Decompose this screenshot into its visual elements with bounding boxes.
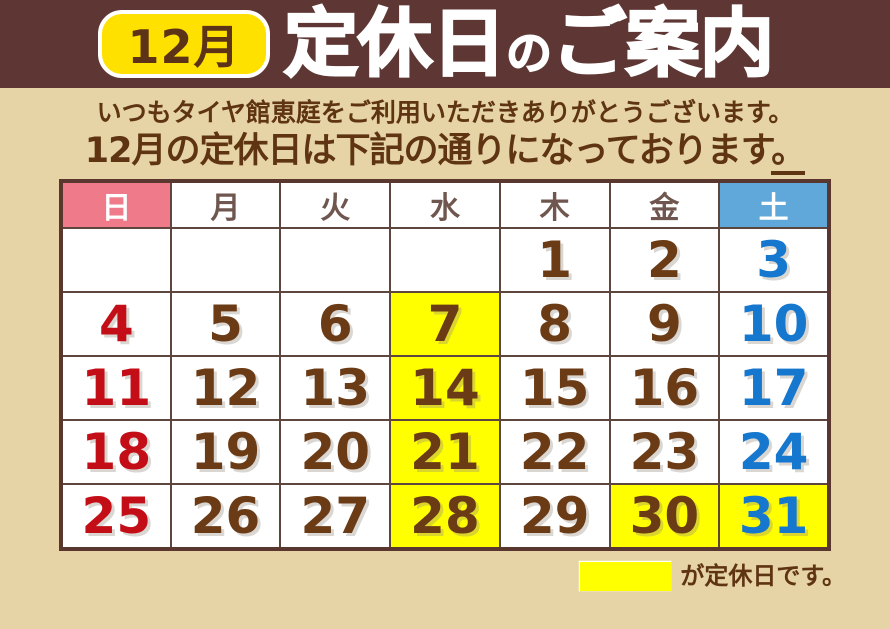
calendar-day-cell: 17 <box>718 355 830 422</box>
calendar-empty-cell <box>60 227 172 294</box>
weekday-header-sunday: 日 <box>60 180 172 230</box>
calendar-empty-cell <box>389 227 501 294</box>
calendar-day-cell: 29 <box>498 483 611 551</box>
month-badge: 12月 <box>98 10 270 78</box>
calendar-day-cell: 18 <box>60 419 172 486</box>
weekday-header-saturday: 土 <box>718 180 830 230</box>
calendar-day-cell: 14 <box>389 355 501 422</box>
weekday-header-wednesday: 水 <box>389 180 501 230</box>
notice-text-main: 12月の定休日は下記の通りになっております <box>84 131 772 172</box>
calendar-day-cell: 30 <box>608 483 721 551</box>
calendar-day-cell: 20 <box>279 419 392 486</box>
calendar-week-row: 4 5 6 7 8 9 10 <box>60 291 830 358</box>
notice-text-underlined-period: 。 <box>771 131 806 176</box>
legend: が定休日です。 <box>0 560 890 593</box>
calendar-day-cell: 15 <box>498 355 611 422</box>
weekday-header-tuesday: 火 <box>279 180 392 230</box>
calendar-body: 1 2 3 4 5 6 7 8 9 10 11 12 13 14 15 16 17 18 19 20 21 22 23 24 2… <box>60 227 830 551</box>
calendar-day-cell: 25 <box>60 483 172 551</box>
calendar-day-cell: 5 <box>169 291 282 358</box>
calendar-day-cell: 4 <box>60 291 172 358</box>
page-title-particle: の <box>505 26 553 80</box>
calendar-day-cell: 10 <box>718 291 830 358</box>
legend-text: が定休日です。 <box>680 562 846 591</box>
calendar-day-cell: 28 <box>389 483 501 551</box>
calendar-day-cell: 1 <box>498 227 611 294</box>
weekday-header-monday: 月 <box>169 180 282 230</box>
calendar-week-row: 25 26 27 28 29 30 31 <box>60 483 830 551</box>
page-title-part2: ご案内 <box>551 1 776 87</box>
calendar-day-cell: 19 <box>169 419 282 486</box>
calendar-day-cell: 6 <box>279 291 392 358</box>
calendar-header: 日 月 火 水 木 金 土 <box>60 180 830 230</box>
calendar-empty-cell <box>169 227 282 294</box>
calendar-day-cell: 3 <box>718 227 830 294</box>
calendar-day-cell: 8 <box>498 291 611 358</box>
calendar-day-cell: 22 <box>498 419 611 486</box>
page-title-part1: 定休日 <box>283 1 508 87</box>
calendar-day-cell: 31 <box>718 483 830 551</box>
calendar-week-row: 11 12 13 14 15 16 17 <box>60 355 830 422</box>
calendar-week-row: 18 19 20 21 22 23 24 <box>60 419 830 486</box>
calendar-day-cell: 2 <box>608 227 721 294</box>
calendar-day-cell: 23 <box>608 419 721 486</box>
holiday-calendar: 日 月 火 水 木 金 土 1 2 3 4 5 6 7 8 9 10 11 12 13 14 15 16 17 1… <box>59 179 831 552</box>
weekday-header-row: 日 月 火 水 木 金 土 <box>60 180 830 230</box>
calendar-empty-cell <box>279 227 392 294</box>
weekday-header-thursday: 木 <box>498 180 611 230</box>
calendar-day-cell: 9 <box>608 291 721 358</box>
page-title: 定休日 の ご案内 <box>283 1 776 87</box>
calendar-day-cell: 24 <box>718 419 830 486</box>
calendar-day-cell: 16 <box>608 355 721 422</box>
holiday-color-swatch <box>578 560 673 593</box>
calendar-day-cell: 21 <box>389 419 501 486</box>
notice-text: 12月の定休日は下記の通りになっております。 <box>0 130 890 176</box>
month-badge-label: 12月 <box>127 20 241 74</box>
calendar-day-cell: 13 <box>279 355 392 422</box>
calendar-day-cell: 11 <box>60 355 172 422</box>
weekday-header-friday: 金 <box>608 180 721 230</box>
titlebar: 12月 定休日 の ご案内 <box>0 0 890 88</box>
greeting-text: いつもタイヤ館恵庭をご利用いただきありがとうございます。 <box>96 98 794 127</box>
calendar-day-cell: 7 <box>389 291 501 358</box>
calendar-day-cell: 26 <box>169 483 282 551</box>
calendar-day-cell: 27 <box>279 483 392 551</box>
calendar-day-cell: 12 <box>169 355 282 422</box>
